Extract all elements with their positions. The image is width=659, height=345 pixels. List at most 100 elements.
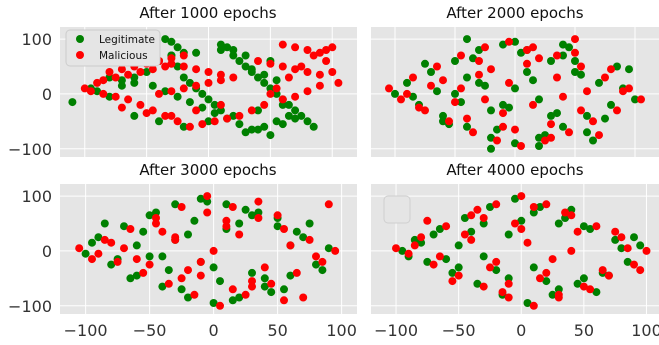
point-legitimate bbox=[235, 57, 244, 65]
point-legitimate bbox=[223, 43, 232, 52]
point-malicious bbox=[423, 216, 432, 225]
point-legitimate bbox=[210, 100, 219, 109]
point-legitimate bbox=[278, 120, 287, 129]
point-legitimate bbox=[272, 117, 281, 126]
point-malicious bbox=[171, 235, 180, 244]
point-legitimate bbox=[198, 103, 207, 112]
point-malicious bbox=[278, 40, 287, 49]
point-malicious bbox=[586, 285, 595, 294]
point-malicious bbox=[177, 274, 186, 283]
point-legitimate bbox=[529, 208, 538, 217]
point-legitimate bbox=[553, 109, 561, 118]
point-malicious bbox=[161, 62, 170, 71]
y-axis-ticks-3: 100 0 −100 bbox=[8, 187, 52, 316]
y-tick-label: 0 bbox=[42, 242, 52, 261]
point-legitimate bbox=[184, 230, 192, 239]
point-legitimate bbox=[571, 68, 579, 76]
point-malicious bbox=[99, 89, 108, 98]
point-legitimate bbox=[486, 203, 494, 211]
point-malicious bbox=[448, 277, 457, 286]
point-malicious bbox=[442, 222, 451, 231]
point-legitimate bbox=[204, 117, 213, 126]
point-malicious bbox=[278, 62, 287, 71]
subplot-title-3: After 3000 epochs bbox=[139, 161, 276, 179]
point-malicious bbox=[241, 290, 250, 299]
point-malicious bbox=[529, 43, 537, 52]
point-malicious bbox=[601, 73, 609, 82]
point-malicious bbox=[179, 62, 188, 71]
point-legitimate bbox=[120, 222, 128, 231]
point-malicious bbox=[235, 230, 244, 239]
point-legitimate bbox=[158, 252, 167, 261]
empty-legend-box bbox=[383, 195, 411, 224]
point-malicious bbox=[305, 235, 314, 244]
point-legitimate bbox=[222, 200, 231, 209]
point-malicious bbox=[284, 73, 293, 82]
x-tick-label: 0 bbox=[516, 321, 526, 340]
point-malicious bbox=[547, 133, 555, 142]
point-malicious bbox=[185, 122, 194, 131]
point-legitimate bbox=[481, 81, 489, 90]
point-malicious bbox=[469, 128, 477, 137]
legend-marker-legitimate bbox=[76, 35, 84, 43]
point-legitimate bbox=[68, 98, 77, 107]
point-legitimate bbox=[511, 139, 519, 148]
point-malicious bbox=[291, 43, 300, 52]
point-legitimate bbox=[535, 142, 543, 150]
point-malicious bbox=[611, 227, 620, 236]
point-malicious bbox=[260, 263, 269, 272]
point-legitimate bbox=[409, 92, 417, 101]
point-legitimate bbox=[241, 205, 250, 214]
point-malicious bbox=[192, 65, 201, 74]
point-malicious bbox=[286, 241, 295, 250]
subplot-title-4: After 4000 epochs bbox=[446, 161, 583, 179]
point-malicious bbox=[266, 89, 275, 98]
point-malicious bbox=[529, 301, 538, 310]
point-malicious bbox=[216, 301, 224, 310]
point-legitimate bbox=[571, 57, 579, 65]
point-legitimate bbox=[260, 70, 269, 79]
point-legitimate bbox=[559, 51, 567, 60]
point-malicious bbox=[179, 84, 188, 93]
point-malicious bbox=[592, 222, 601, 231]
point-malicious bbox=[216, 100, 225, 109]
point-legitimate bbox=[130, 78, 139, 87]
point-legitimate bbox=[117, 76, 126, 85]
point-malicious bbox=[511, 125, 519, 134]
point-malicious bbox=[473, 205, 482, 214]
point-legitimate bbox=[228, 296, 237, 305]
point-malicious bbox=[192, 106, 201, 115]
point-legitimate bbox=[511, 194, 519, 203]
point-legitimate bbox=[427, 68, 435, 76]
point-legitimate bbox=[241, 51, 250, 60]
point-malicious bbox=[415, 103, 423, 112]
point-legitimate bbox=[161, 35, 170, 44]
point-legitimate bbox=[554, 219, 563, 228]
point-malicious bbox=[481, 95, 489, 104]
point-legitimate bbox=[94, 233, 103, 242]
point-malicious bbox=[429, 260, 438, 269]
point-legitimate bbox=[303, 117, 312, 126]
point-malicious bbox=[499, 122, 507, 131]
point-legitimate bbox=[493, 125, 501, 134]
point-legitimate bbox=[297, 111, 306, 120]
x-axis-ticks-4: −100 −50 0 50 100 bbox=[374, 321, 659, 340]
point-malicious bbox=[547, 120, 555, 129]
point-malicious bbox=[322, 57, 331, 65]
point-legitimate bbox=[190, 216, 199, 225]
point-legitimate bbox=[511, 84, 519, 93]
point-malicious bbox=[553, 51, 561, 60]
point-legitimate bbox=[291, 114, 300, 123]
point-malicious bbox=[589, 117, 597, 126]
point-legitimate bbox=[260, 282, 269, 291]
point-legitimate bbox=[247, 125, 256, 134]
point-legitimate bbox=[577, 70, 585, 79]
point-malicious bbox=[254, 197, 263, 206]
point-legitimate bbox=[625, 65, 633, 74]
x-tick-label: −100 bbox=[64, 321, 108, 340]
legend-box bbox=[65, 29, 161, 67]
point-malicious bbox=[542, 268, 551, 277]
point-malicious bbox=[80, 84, 89, 93]
point-malicious bbox=[204, 78, 213, 87]
